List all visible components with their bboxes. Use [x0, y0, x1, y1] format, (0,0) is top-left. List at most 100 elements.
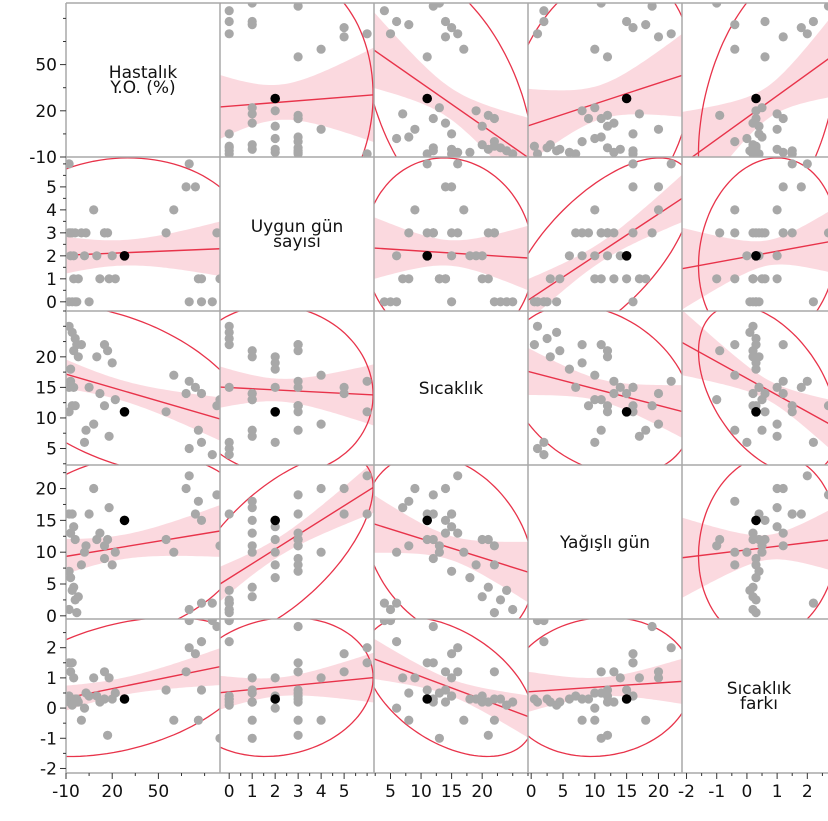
data-point[interactable] — [596, 274, 606, 284]
data-point[interactable] — [796, 382, 806, 392]
data-point[interactable] — [410, 483, 420, 494]
data-point[interactable] — [161, 685, 171, 695]
data-point[interactable] — [615, 673, 625, 683]
data-point[interactable] — [489, 137, 499, 147]
data-point[interactable] — [92, 352, 102, 362]
data-point[interactable] — [808, 437, 819, 447]
data-point[interactable] — [715, 110, 725, 120]
data-point[interactable] — [69, 382, 79, 392]
data-point[interactable] — [440, 667, 451, 677]
data-point[interactable] — [107, 251, 117, 261]
data-point[interactable] — [339, 23, 349, 33]
data-point[interactable] — [110, 688, 120, 698]
data-point[interactable] — [760, 52, 770, 62]
data-point[interactable] — [362, 29, 372, 39]
data-point[interactable] — [577, 358, 587, 368]
data-point[interactable] — [754, 297, 764, 307]
data-point[interactable] — [73, 274, 83, 284]
data-point[interactable] — [577, 137, 587, 147]
data-point[interactable] — [190, 649, 200, 659]
data-point[interactable] — [532, 29, 543, 39]
data-point[interactable] — [224, 509, 234, 519]
data-point[interactable] — [602, 685, 613, 695]
data-point[interactable] — [453, 667, 463, 677]
data-point[interactable] — [802, 471, 812, 481]
data-point[interactable] — [715, 346, 725, 356]
data-point[interactable] — [712, 0, 722, 8]
data-point[interactable] — [169, 370, 179, 380]
data-point[interactable] — [447, 144, 457, 154]
data-point[interactable] — [440, 32, 451, 42]
data-point[interactable] — [760, 407, 770, 417]
data-point[interactable] — [103, 346, 113, 356]
data-point[interactable] — [440, 16, 451, 27]
data-point[interactable] — [641, 20, 651, 30]
data-point[interactable] — [583, 113, 594, 124]
data-point[interactable] — [207, 450, 217, 460]
data-point[interactable] — [440, 515, 451, 526]
data-point[interactable] — [293, 509, 303, 519]
data-point[interactable] — [465, 147, 475, 157]
data-point[interactable] — [666, 159, 676, 169]
data-point[interactable] — [778, 541, 788, 551]
data-point[interactable] — [293, 685, 303, 695]
data-point[interactable] — [440, 697, 451, 707]
data-point[interactable] — [79, 251, 90, 261]
data-point[interactable] — [489, 608, 499, 618]
data-point[interactable] — [609, 274, 619, 284]
data-point[interactable] — [577, 228, 587, 238]
data-point[interactable] — [404, 274, 414, 284]
data-point[interactable] — [247, 20, 257, 30]
data-point[interactable] — [590, 274, 600, 284]
data-point[interactable] — [596, 733, 606, 743]
data-point[interactable] — [471, 251, 481, 261]
data-point[interactable] — [247, 697, 257, 707]
data-point[interactable] — [73, 352, 83, 362]
data-point[interactable] — [590, 395, 600, 405]
data-point[interactable] — [453, 228, 463, 238]
data-point[interactable] — [339, 509, 349, 519]
data-point[interactable] — [103, 730, 113, 740]
data-point[interactable] — [316, 673, 326, 683]
data-point[interactable] — [596, 340, 606, 350]
data-point[interactable] — [453, 643, 463, 653]
data-point[interactable] — [247, 582, 257, 592]
data-point[interactable] — [440, 118, 451, 128]
data-point[interactable] — [293, 401, 303, 411]
data-point[interactable] — [602, 228, 613, 238]
data-point[interactable] — [398, 673, 408, 683]
data-point[interactable] — [76, 715, 86, 725]
data-point[interactable] — [647, 621, 657, 632]
data-point[interactable] — [628, 401, 638, 411]
data-point[interactable] — [247, 109, 257, 119]
data-point[interactable] — [778, 483, 788, 494]
data-point[interactable] — [181, 182, 191, 192]
data-point[interactable] — [602, 352, 613, 362]
data-point[interactable] — [73, 592, 83, 602]
data-point[interactable] — [215, 733, 224, 743]
highlighted-point[interactable] — [621, 251, 632, 261]
data-point[interactable] — [712, 541, 722, 551]
data-point[interactable] — [647, 401, 657, 411]
data-point[interactable] — [502, 585, 512, 596]
data-point[interactable] — [193, 274, 203, 284]
data-point[interactable] — [398, 503, 408, 513]
data-point[interactable] — [590, 703, 600, 713]
data-point[interactable] — [459, 205, 469, 215]
data-point[interactable] — [596, 395, 606, 405]
data-point[interactable] — [489, 541, 499, 551]
data-point[interactable] — [161, 228, 171, 238]
data-point[interactable] — [751, 553, 761, 564]
data-point[interactable] — [247, 503, 257, 513]
data-point[interactable] — [628, 182, 638, 192]
data-point[interactable] — [428, 490, 438, 500]
data-point[interactable] — [787, 401, 797, 411]
data-point[interactable] — [270, 358, 280, 368]
data-point[interactable] — [385, 604, 396, 615]
data-point[interactable] — [196, 637, 207, 647]
data-point[interactable] — [641, 274, 651, 284]
data-point[interactable] — [653, 182, 664, 192]
highlighted-point[interactable] — [270, 694, 281, 704]
data-point[interactable] — [193, 715, 203, 725]
data-point[interactable] — [483, 582, 493, 592]
